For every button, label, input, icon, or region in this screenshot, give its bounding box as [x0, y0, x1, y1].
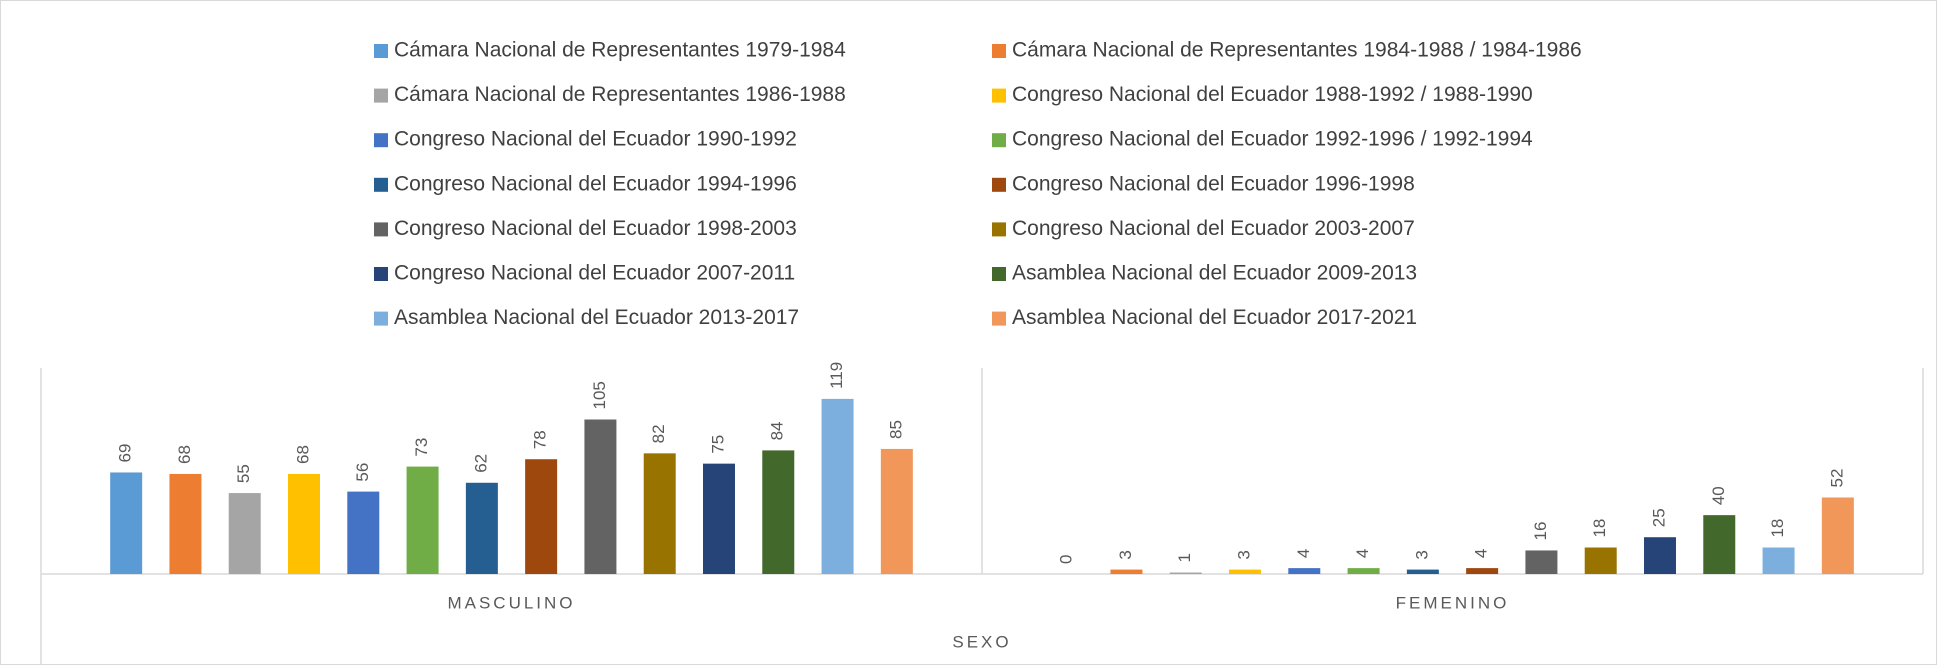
legend-label: Cámara Nacional de Representantes 1984-1… — [1012, 39, 1582, 62]
bar — [762, 450, 795, 574]
legend-label: Congreso Nacional del Ecuador 1988-1992 … — [1012, 83, 1533, 106]
data-label: 3 — [1116, 550, 1135, 559]
data-label: 4 — [1353, 549, 1372, 558]
legend-swatch — [992, 222, 1006, 237]
x-tick-label: FEMENINO — [1396, 593, 1510, 612]
data-label: 84 — [768, 421, 787, 440]
data-label: 4 — [1472, 549, 1491, 558]
data-label: 56 — [353, 463, 372, 482]
data-label: 40 — [1709, 486, 1728, 505]
x-axis-title: SEXO — [952, 632, 1011, 651]
legend-swatch — [374, 133, 388, 148]
data-label: 0 — [1057, 555, 1076, 564]
legend-swatch — [374, 267, 388, 281]
bar — [1525, 550, 1558, 574]
legend-label: Cámara Nacional de Representantes 1979-1… — [394, 39, 846, 62]
data-label: 75 — [708, 435, 727, 454]
legend-label: Congreso Nacional del Ecuador 2003-2007 — [1012, 217, 1415, 240]
data-label: 52 — [1827, 469, 1846, 488]
legend-label: Congreso Nacional del Ecuador 1994-1996 — [394, 172, 797, 195]
legend-swatch — [992, 177, 1006, 192]
bar — [465, 482, 498, 574]
bar — [169, 473, 202, 574]
legend-swatch — [992, 267, 1006, 281]
data-label: 85 — [886, 420, 905, 439]
bar — [1347, 568, 1380, 574]
bar — [1406, 569, 1439, 574]
data-label: 78 — [531, 430, 550, 449]
bar — [880, 448, 913, 574]
x-tick-label: MASCULINO — [447, 593, 575, 612]
legend-swatch — [992, 88, 1006, 103]
data-label: 105 — [590, 381, 609, 409]
data-label: 68 — [175, 445, 194, 464]
legend-swatch — [374, 88, 388, 103]
bar — [525, 459, 558, 574]
bar — [347, 491, 380, 574]
bar — [1169, 572, 1202, 574]
legend-label: Congreso Nacional del Ecuador 1990-1992 — [394, 128, 797, 151]
data-label: 1 — [1175, 553, 1194, 562]
data-label: 18 — [1768, 519, 1787, 538]
bar — [1643, 537, 1676, 574]
legend-swatch — [374, 222, 388, 237]
bar — [228, 493, 261, 574]
bar — [643, 453, 676, 574]
bar — [1229, 569, 1262, 574]
legend-swatch — [992, 133, 1006, 148]
legend-swatch — [992, 311, 1006, 326]
legend-label: Congreso Nacional del Ecuador 1996-1998 — [1012, 172, 1415, 195]
legend-swatch — [374, 311, 388, 326]
legend-label: Cámara Nacional de Representantes 1986-1… — [394, 83, 846, 106]
data-label: 82 — [649, 424, 668, 443]
bar — [702, 463, 735, 574]
legend-swatch — [992, 44, 1006, 58]
data-label: 3 — [1234, 550, 1253, 559]
data-label: 69 — [116, 444, 135, 463]
bar — [288, 473, 321, 574]
bar — [1584, 547, 1617, 574]
bar — [1703, 515, 1736, 574]
bar — [1288, 568, 1321, 574]
data-label: 68 — [293, 445, 312, 464]
bar — [821, 398, 854, 574]
data-label: 62 — [471, 454, 490, 473]
legend-label: Asamblea Nacional del Ecuador 2009-2013 — [1012, 262, 1417, 285]
data-label: 25 — [1649, 508, 1668, 527]
data-label: 18 — [1590, 519, 1609, 538]
bar — [1821, 497, 1854, 574]
data-label: 16 — [1531, 522, 1550, 541]
data-label: 55 — [234, 464, 253, 483]
bar — [110, 472, 143, 574]
bar — [1466, 568, 1499, 574]
data-label: 3 — [1412, 550, 1431, 559]
bar — [584, 419, 617, 574]
bar — [1110, 569, 1143, 574]
data-label: 119 — [827, 362, 846, 389]
legend-label: Asamblea Nacional del Ecuador 2013-2017 — [394, 306, 799, 329]
bar — [1762, 547, 1795, 574]
legend-swatch — [374, 177, 388, 192]
data-label: 4 — [1294, 549, 1313, 558]
legend-label: Congreso Nacional del Ecuador 1992-1996 … — [1012, 128, 1533, 151]
legend-label: Asamblea Nacional del Ecuador 2017-2021 — [1012, 306, 1417, 329]
legend-swatch — [374, 44, 388, 58]
data-label: 73 — [412, 438, 431, 457]
legend-label: Congreso Nacional del Ecuador 1998-2003 — [394, 217, 797, 240]
bar — [406, 466, 439, 574]
legend-label: Congreso Nacional del Ecuador 2007-2011 — [394, 262, 795, 285]
